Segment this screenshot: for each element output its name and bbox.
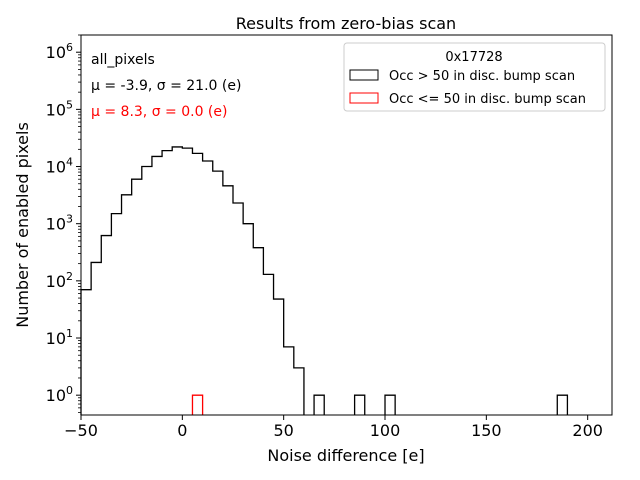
- y-tick-label: 105: [46, 98, 73, 119]
- legend-swatch-occ-low: [349, 92, 379, 104]
- x-tick-label: 0: [177, 421, 187, 440]
- x-axis-label: Noise difference [e]: [267, 446, 424, 465]
- histogram-step-occ-high: [353, 394, 366, 415]
- y-axis-label: Number of enabled pixels: [13, 122, 32, 328]
- y-tick-label: 104: [46, 156, 73, 177]
- legend-label-occ-low: Occ <= 50 in disc. bump scan: [389, 92, 586, 107]
- y-tick-label: 102: [46, 270, 73, 291]
- legend-swatch-occ-high: [349, 69, 379, 81]
- plot-area: [80, 146, 569, 415]
- x-tick-label: 50: [273, 421, 293, 440]
- histogram-step-occ-high: [556, 394, 569, 415]
- x-tick-label: 150: [471, 421, 502, 440]
- legend-label-occ-high: Occ > 50 in disc. bump scan: [389, 69, 575, 84]
- x-tick-label: 200: [572, 421, 603, 440]
- series-occ-high: [80, 146, 569, 415]
- histogram-step-occ-high: [313, 394, 325, 415]
- legend-title: 0x17728: [445, 50, 502, 65]
- y-tick-label: 103: [46, 213, 73, 234]
- y-axis: 100 101 102 103 104 105 106: [46, 34, 81, 413]
- histogram-step-occ-high: [80, 146, 305, 415]
- y-tick-label: 100: [46, 384, 73, 405]
- dataset-label: all_pixels: [91, 52, 155, 68]
- x-tick-label: 100: [370, 421, 401, 440]
- histogram-step-occ-high: [384, 394, 396, 415]
- plot-frame: [80, 34, 613, 416]
- legend-box: [343, 42, 606, 112]
- histogram-step-occ-low: [191, 394, 204, 415]
- chart-title: Results from zero-bias scan: [236, 14, 456, 33]
- x-axis: −50 0 50 100 150 200: [64, 415, 603, 440]
- series-occ-low: [191, 394, 204, 415]
- y-tick-label: 101: [46, 327, 73, 348]
- stats-occ-high: μ = -3.9, σ = 21.0 (e): [91, 78, 241, 94]
- legend: 0x17728 Occ > 50 in disc. bump scan Occ …: [343, 42, 606, 112]
- stats-occ-low: μ = 8.3, σ = 0.0 (e): [91, 104, 227, 120]
- y-tick-label: 106: [46, 41, 73, 62]
- x-tick-label: −50: [64, 421, 98, 440]
